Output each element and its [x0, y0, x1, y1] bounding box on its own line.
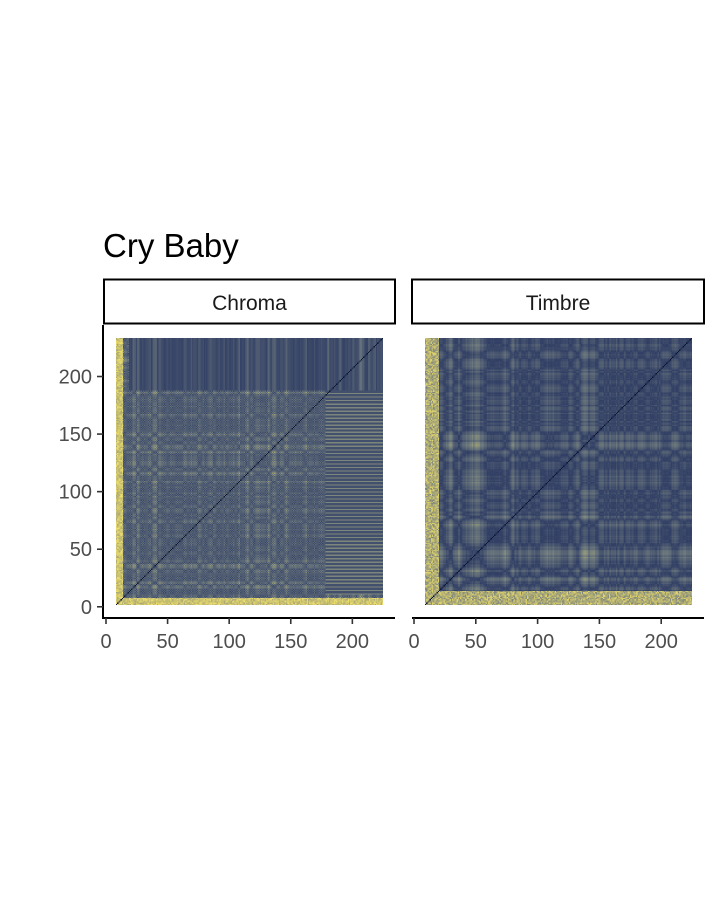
y-axis: 0 50 100 150 200: [59, 325, 104, 619]
y-tick-label: 50: [70, 539, 92, 561]
x-tick-label: 150: [583, 631, 616, 653]
strip-timbre: [411, 278, 705, 325]
heatmap-timbre: [425, 338, 692, 605]
x-axis-timbre: 0 50 100 150 200: [408, 617, 704, 653]
y-tick-label: 0: [81, 597, 92, 619]
strip-label-timbre: Timbre: [526, 292, 591, 315]
strip-label-chroma: Chroma: [212, 292, 287, 315]
panel-chroma: Chroma 0 50 100 150 200: [100, 278, 396, 653]
x-tick-label: 0: [408, 631, 419, 653]
x-tick-label: 150: [274, 631, 307, 653]
y-tick-label: 200: [59, 367, 92, 389]
y-tick-label: 150: [59, 424, 92, 446]
x-tick-label: 100: [521, 631, 554, 653]
x-tick-label: 200: [336, 631, 369, 653]
x-axis-chroma: 0 50 100 150 200: [100, 617, 395, 653]
y-tick-label: 100: [59, 482, 92, 504]
strip-chroma: [103, 278, 396, 325]
x-tick-label: 100: [212, 631, 245, 653]
x-tick-label: 200: [645, 631, 678, 653]
x-tick-label: 0: [100, 631, 111, 653]
panel-timbre: Timbre 0 50 100 150 200: [408, 278, 705, 653]
chart-title: Cry Baby: [103, 227, 239, 264]
heatmap-chroma: [116, 338, 383, 605]
x-tick-label: 50: [156, 631, 178, 653]
x-tick-label: 50: [465, 631, 487, 653]
